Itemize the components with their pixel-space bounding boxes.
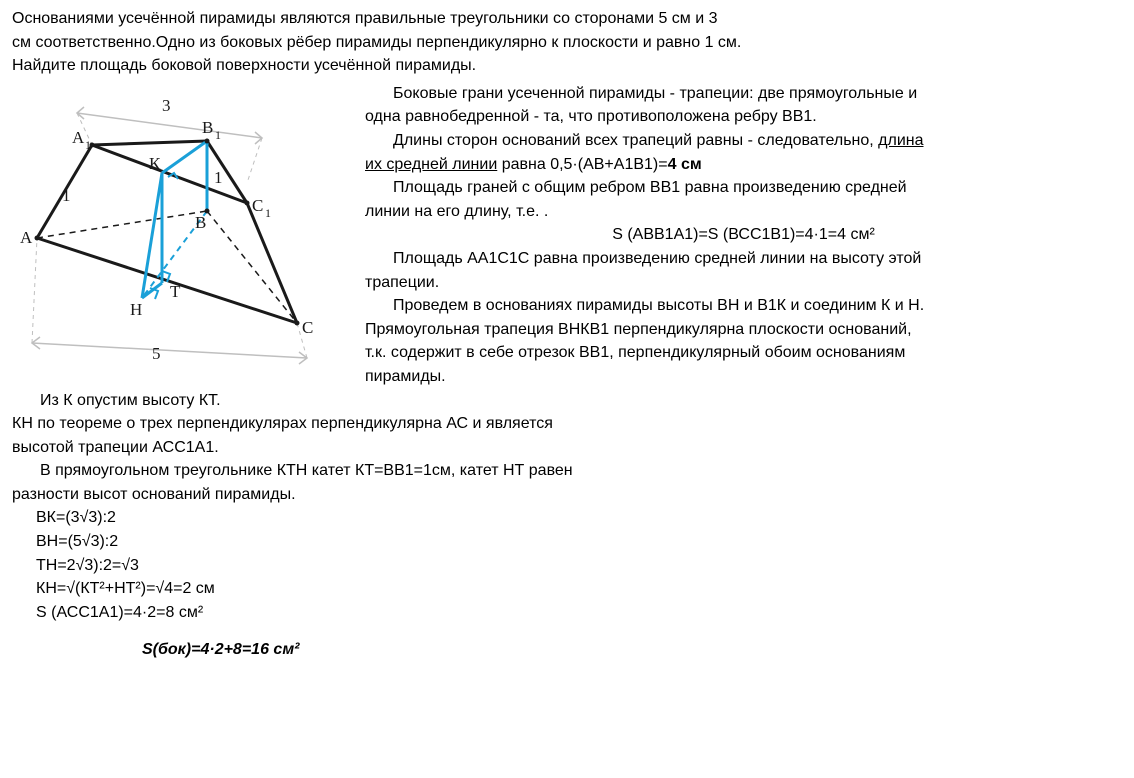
solution-text: разности высот оснований пирамиды. [12, 484, 1122, 506]
text: Длины сторон оснований всех трапеций рав… [393, 132, 878, 149]
label-A1-sub: 1 [85, 138, 91, 152]
label-A1: A [72, 128, 85, 147]
solution-text: В прямоугольном треугольнике КТН катет К… [12, 460, 1122, 482]
calc-line: S (АСС1А1)=4·2=8 см² [36, 602, 1122, 624]
pyramid-diagram: A C B A 1 B 1 C 1 К Н Т 3 5 1 1 [12, 83, 347, 373]
label-C1-sub: 1 [265, 206, 271, 220]
solution-text: линии на его длину, т.е. . [365, 201, 1122, 223]
solution-text: Длины сторон оснований всех трапеций рав… [365, 130, 1122, 152]
problem-line: Основаниями усечённой пирамиды являются … [12, 8, 1122, 30]
label-H: Н [130, 300, 142, 319]
figure: A C B A 1 B 1 C 1 К Н Т 3 5 1 1 [12, 83, 347, 373]
solution-lower: Из К опустим высоту КТ. КН по теореме о … [12, 390, 1122, 662]
bold: 4 см [668, 156, 702, 173]
solution-text: Боковые грани усеченной пирамиды - трапе… [365, 83, 1122, 105]
solution-text: Прямоугольная трапеция ВНКВ1 перпендикул… [365, 319, 1122, 341]
underline: длина [878, 132, 923, 149]
label-C1: C [252, 196, 263, 215]
problem-line: Найдите площадь боковой поверхности усеч… [12, 55, 1122, 77]
final-answer: S(бок)=4·2+8=16 см² [142, 639, 1122, 661]
calc-line: КН=√(КТ²+НТ²)=√4=2 см [36, 578, 1122, 600]
solution-text: Из К опустим высоту КТ. [12, 390, 1122, 412]
label-B1: B [202, 118, 213, 137]
solution-text: пирамиды. [365, 366, 1122, 388]
text: Боковые грани усеченной пирамиды - трапе… [393, 85, 917, 102]
text: равна 0,5·(АВ+А1В1)= [497, 156, 667, 173]
problem-statement: Основаниями усечённой пирамиды являются … [12, 8, 1122, 77]
dim-top: 3 [162, 96, 171, 115]
solution-text: одна равнобедренной - та, что противопол… [365, 106, 1122, 128]
solution-text: высотой трапеции АСС1А1. [12, 437, 1122, 459]
label-K: К [149, 154, 161, 173]
text: их средней линии [365, 156, 497, 173]
dim-bottom: 5 [152, 344, 161, 363]
solution-text: Площадь граней с общим ребром ВВ1 равна … [365, 177, 1122, 199]
solution-right-column: Боковые грани усеченной пирамиды - трапе… [365, 83, 1122, 390]
label-A: A [20, 228, 33, 247]
formula: S (АВВ1А1)=S (ВСС1В1)=4·1=4 см² [365, 224, 1122, 246]
calc-line: ВК=(3√3):2 [36, 507, 1122, 529]
label-B1-sub: 1 [215, 128, 221, 142]
label-C: C [302, 318, 313, 337]
calc-line: ВН=(5√3):2 [36, 531, 1122, 553]
solution-text: КН по теореме о трех перпендикулярах пер… [12, 413, 1122, 435]
label-T: Т [170, 282, 181, 301]
text: длина [878, 132, 923, 149]
dim-one-left: 1 [62, 186, 71, 205]
solution-text: их средней линии равна 0,5·(АВ+А1В1)=4 с… [365, 154, 1122, 176]
solution-text: Площадь АА1С1С равна произведению средне… [365, 248, 1122, 270]
underline: их средней линии [365, 156, 497, 173]
problem-line: см соответственно.Одно из боковых рёбер … [12, 32, 1122, 54]
solution-text: т.к. содержит в себе отрезок ВВ1, перпен… [365, 342, 1122, 364]
calc-line: ТН=2√3):2=√3 [36, 555, 1122, 577]
dim-one-right: 1 [214, 168, 223, 187]
solution-text: трапеции. [365, 272, 1122, 294]
label-B: B [195, 213, 206, 232]
solution-text: Проведем в основаниях пирамиды высоты ВН… [365, 295, 1122, 317]
